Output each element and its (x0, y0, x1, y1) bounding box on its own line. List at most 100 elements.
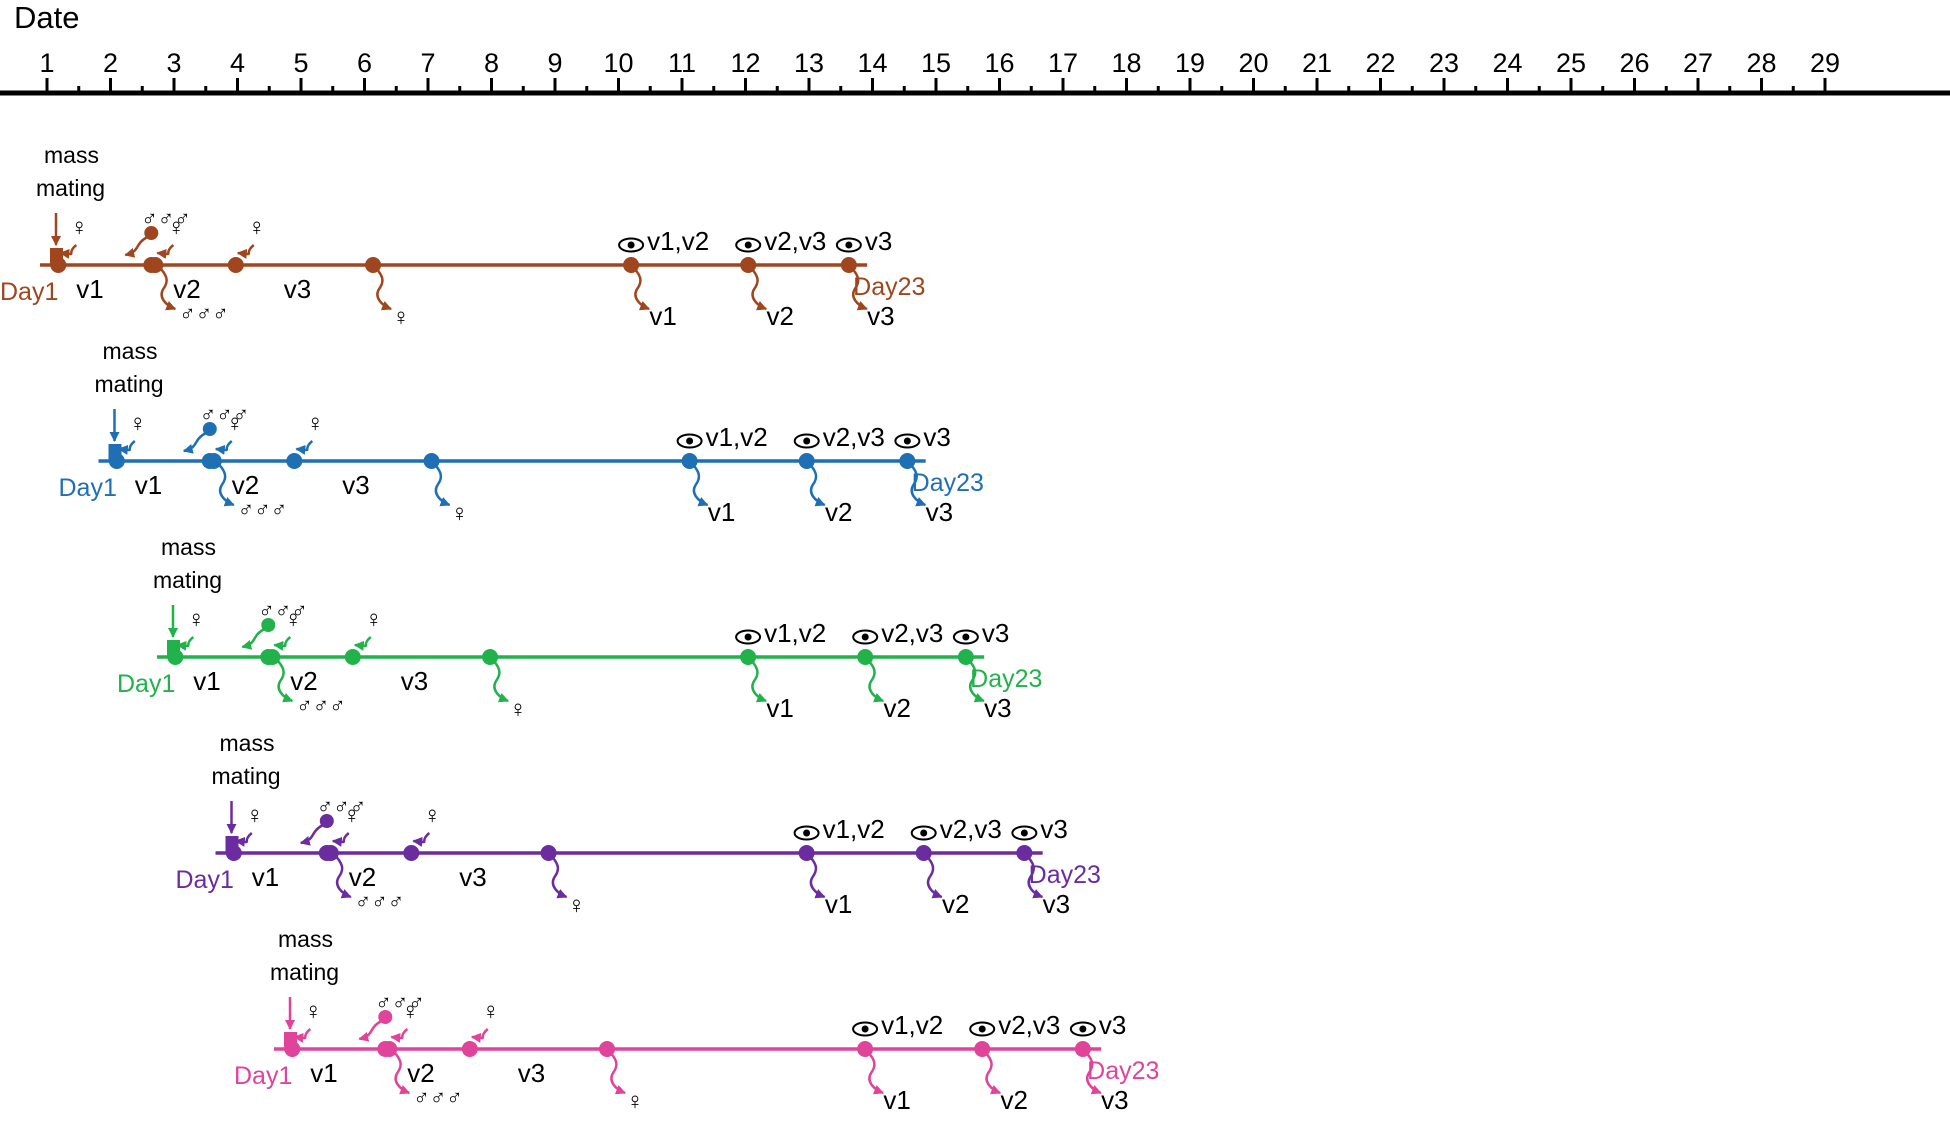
add-arrow (331, 832, 350, 847)
mating-label: mating (212, 763, 281, 789)
axis-date-label: 5 (293, 48, 308, 78)
males-added-symbol: ♂♂♂ (200, 402, 250, 427)
add-arrow (273, 636, 292, 651)
vial-label: v2 (290, 666, 317, 696)
transfer-arrow (981, 1048, 1002, 1095)
transfer-arrow (747, 656, 768, 703)
check-out-label: v2 (766, 301, 793, 331)
vial-label: v1 (193, 666, 220, 696)
date-axis: 1 2 3 4 5 6 7 8 9 10 11 12 13 14 15 16 17 18 19 20 21 22 23 24 2… (0, 48, 1950, 96)
female-removed-symbol: ♀ (392, 304, 410, 331)
vial-dot (225, 845, 242, 861)
check-out-label: v3 (984, 693, 1011, 723)
eye-icon (793, 433, 820, 449)
transfer-arrow (214, 460, 235, 507)
day-start-label: Day1 (0, 278, 58, 306)
axis-date-label: 19 (1175, 48, 1205, 78)
males-removed-symbol: ♂♂♂ (296, 693, 346, 718)
add-arrow (390, 1028, 409, 1043)
check-eye-text: v3 (982, 618, 1009, 648)
vial-label: v3 (401, 666, 428, 696)
check-eye-text: v3 (1099, 1010, 1126, 1040)
transfer-arrow (390, 1048, 411, 1095)
males-removed-symbol: ♂♂♂ (355, 889, 405, 914)
mating-label: mating (36, 175, 105, 201)
add-arrow (234, 832, 253, 847)
check-out-label: v1 (766, 693, 793, 723)
males-added-symbol: ♂♂♂ (375, 990, 425, 1015)
males-add-arrow (124, 235, 148, 258)
day-start-label: Day1 (59, 474, 117, 502)
female-symbol: ♀ (482, 998, 500, 1025)
axis-date-label: 12 (730, 48, 760, 78)
vial-dot (403, 845, 420, 861)
axis-date-label: 4 (230, 48, 245, 78)
eye-icon (793, 825, 820, 841)
eye-icon (969, 1021, 996, 1037)
check-eye-text: v1,v2 (647, 226, 709, 256)
transfer-arrow (847, 264, 868, 311)
eye-icon (952, 629, 979, 645)
check-eye-text: v2,v3 (881, 618, 943, 648)
check-out-label: v1 (883, 1085, 910, 1115)
eye-pupil (920, 829, 928, 837)
axis-date-label: 2 (103, 48, 118, 78)
transfer-arrow (864, 656, 885, 703)
day-end-label: Day23 (1029, 861, 1101, 889)
transfer-arrow (606, 1048, 626, 1095)
males-add-arrow (358, 1019, 382, 1042)
female-symbol: ♀ (70, 214, 88, 241)
mass-label: mass (103, 338, 158, 364)
add-arrow (59, 244, 78, 259)
check-eye-text: v2,v3 (940, 814, 1002, 844)
eye-icon (618, 237, 645, 253)
vial-dot (50, 257, 67, 273)
transfer-arrow (805, 852, 826, 899)
axis-date-label: 28 (1746, 48, 1776, 78)
female-symbol: ♀ (306, 410, 324, 437)
day-start-label: Day1 (176, 866, 234, 894)
check-eye-text: v1,v2 (823, 814, 885, 844)
eye-icon (735, 237, 762, 253)
add-arrow (176, 636, 195, 651)
check-out-label: v1 (825, 889, 852, 919)
axis-date-label: 24 (1492, 48, 1522, 78)
female-symbol: ♀ (187, 606, 205, 633)
axis-date-label: 1 (39, 48, 54, 78)
eye-pupil (903, 437, 911, 445)
eye-pupil (803, 829, 811, 837)
males-added-symbol: ♂♂♂ (317, 794, 367, 819)
check-eye-text: v1,v2 (881, 1010, 943, 1040)
eye-icon (1011, 825, 1038, 841)
check-out-label: v1 (649, 301, 676, 331)
transfer-arrow (864, 1048, 885, 1095)
transfer-arrow (489, 656, 509, 703)
check-out-label: v2 (942, 889, 969, 919)
males-added-symbol: ♂♂♂ (141, 206, 191, 231)
male-source-dot (261, 618, 276, 632)
add-arrow (236, 244, 255, 259)
vial-dot (167, 649, 184, 665)
transfer-arrow (688, 460, 709, 507)
vial-label: v2 (173, 274, 200, 304)
female-symbol: ♀ (248, 214, 266, 241)
mass-label: mass (220, 730, 275, 756)
eye-pupil (1020, 829, 1028, 837)
check-eye-text: v1,v2 (706, 422, 768, 452)
axis-date-label: 23 (1429, 48, 1459, 78)
mass-label: mass (278, 926, 333, 952)
axis-date-label: 14 (857, 48, 887, 78)
add-arrow (353, 636, 372, 651)
day-end-label: Day23 (853, 273, 925, 301)
male-source-dot (144, 226, 159, 240)
eye-pupil (803, 437, 811, 445)
female-symbol: ♀ (284, 606, 302, 633)
eye-pupil (962, 633, 970, 641)
transfer-arrow (547, 852, 568, 899)
check-eye-text: v3 (865, 226, 892, 256)
axis-date-label: 20 (1238, 48, 1268, 78)
